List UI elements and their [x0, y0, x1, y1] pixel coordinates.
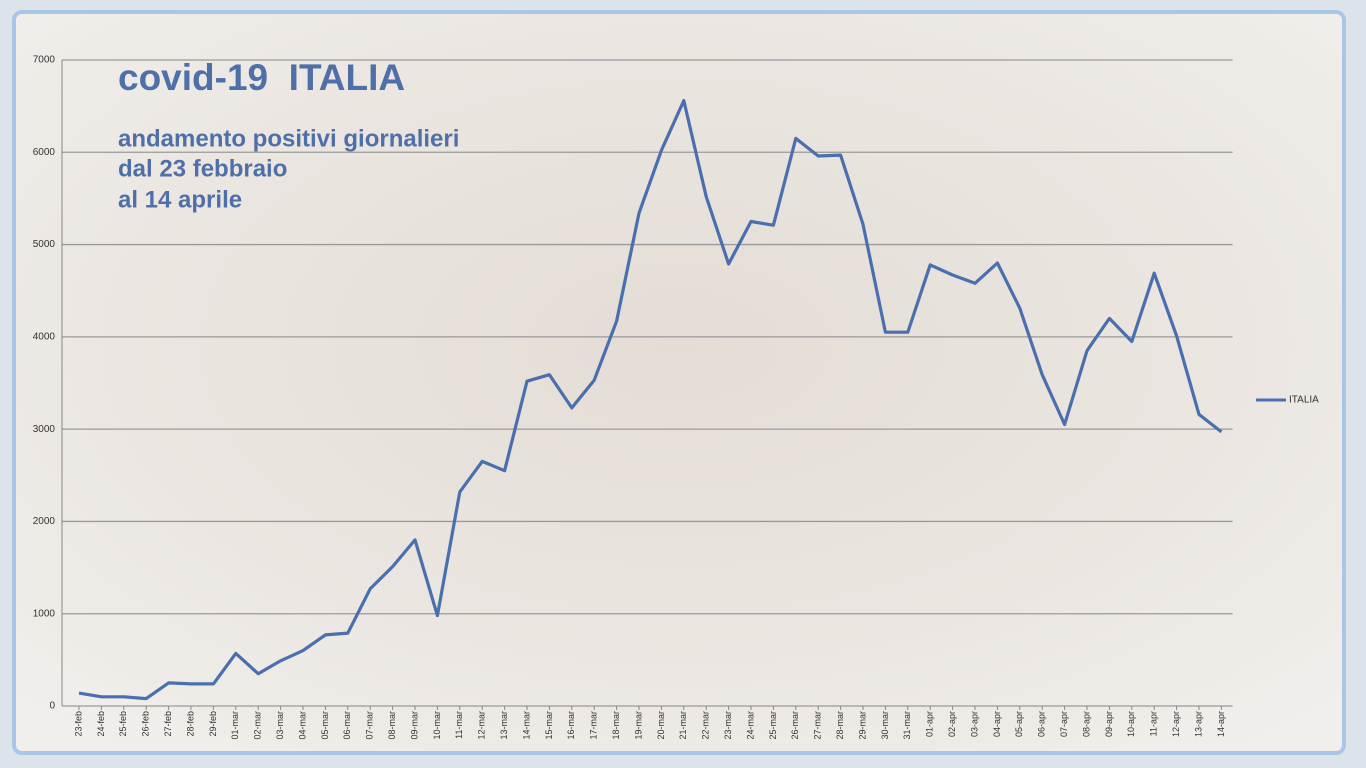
x-tick-label: 29-feb: [208, 711, 218, 737]
chart-title: covid-19 ITALIA: [118, 57, 405, 98]
x-tick-label: 20-mar: [656, 711, 666, 740]
x-tick-label: 09-apr: [1104, 711, 1114, 737]
x-tick-label: 22-mar: [701, 711, 711, 740]
x-tick-label: 02-apr: [947, 711, 957, 737]
x-tick-label: 05-mar: [320, 711, 330, 740]
legend-label: ITALIA: [1289, 395, 1319, 406]
chart-frame: [12, 10, 1346, 755]
x-tick-label: 08-apr: [1081, 711, 1091, 737]
y-tick-label: 7000: [33, 55, 56, 66]
x-tick-label: 17-mar: [589, 711, 599, 740]
x-tick-label: 14-mar: [521, 711, 531, 740]
y-tick-label: 1000: [33, 608, 56, 619]
x-tick-label: 10-apr: [1126, 711, 1136, 737]
x-tick-label: 12-apr: [1171, 711, 1181, 737]
x-tick-label: 23-mar: [723, 711, 733, 740]
x-tick-label: 02-mar: [253, 711, 263, 740]
x-tick-label: 07-mar: [365, 711, 375, 740]
y-tick-label: 5000: [33, 239, 56, 250]
x-tick-label: 14-apr: [1216, 711, 1226, 737]
x-tick-label: 18-mar: [611, 711, 621, 740]
x-tick-label: 21-mar: [678, 711, 688, 740]
x-tick-label: 13-apr: [1193, 711, 1203, 737]
x-tick-label: 09-mar: [409, 711, 419, 740]
x-tick-label: 28-mar: [835, 711, 845, 740]
x-tick-label: 15-mar: [544, 711, 554, 740]
x-tick-label: 26-feb: [141, 711, 151, 737]
x-tick-label: 07-apr: [1059, 711, 1069, 737]
x-tick-label: 08-mar: [387, 711, 397, 740]
data-line: [78, 99, 1223, 701]
x-tick-label: 13-mar: [499, 711, 509, 740]
x-tick-label: 23-feb: [73, 711, 83, 737]
y-tick-label: 4000: [33, 331, 56, 342]
x-tick-label: 25-mar: [768, 711, 778, 740]
x-tick-label: 11-apr: [1149, 711, 1159, 736]
x-tick-label: 30-mar: [880, 711, 890, 740]
chart-subtitle: al 14 aprile: [118, 186, 242, 213]
x-tick-label: 31-mar: [902, 711, 912, 740]
x-tick-label: 06-mar: [342, 711, 352, 740]
x-tick-label: 28-feb: [185, 711, 195, 737]
x-tick-label: 25-feb: [118, 711, 128, 737]
y-tick-label: 2000: [33, 516, 56, 527]
plot-area: 0 1000 2000 3000 4000 5000 6000 7000 23-feb 24-fe…: [33, 55, 1319, 740]
x-tick-label: 01-mar: [230, 711, 240, 740]
y-tick-label: 0: [49, 701, 55, 712]
x-tick-label: 27-mar: [813, 711, 823, 740]
x-tick-label: 03-apr: [969, 711, 979, 737]
chart-subtitle: dal 23 febbraio: [118, 155, 287, 182]
x-tick-label: 06-apr: [1037, 711, 1047, 737]
x-tick-label: 26-mar: [790, 711, 800, 740]
x-tick-label: 01-apr: [925, 711, 935, 737]
y-tick-label: 3000: [33, 424, 56, 435]
x-tick-label: 03-mar: [275, 711, 285, 740]
x-tick-label: 24-mar: [745, 711, 755, 740]
y-tick-label: 6000: [33, 147, 56, 158]
x-tick-label: 19-mar: [633, 711, 643, 740]
x-tick-label: 29-mar: [857, 711, 867, 740]
x-tick-label: 10-mar: [432, 711, 442, 740]
x-tick-label: 27-feb: [163, 711, 173, 737]
x-tick-label: 04-apr: [992, 711, 1002, 737]
x-tick-label: 24-feb: [96, 711, 106, 737]
x-tick-label: 04-mar: [297, 711, 307, 740]
x-tick-label: 16-mar: [566, 711, 576, 740]
x-tick-label: 12-mar: [477, 711, 487, 740]
chart-subtitle: andamento positivi giornalieri: [118, 125, 459, 152]
x-tick-label: 05-apr: [1014, 711, 1024, 737]
x-tick-label: 11-mar: [454, 711, 464, 739]
